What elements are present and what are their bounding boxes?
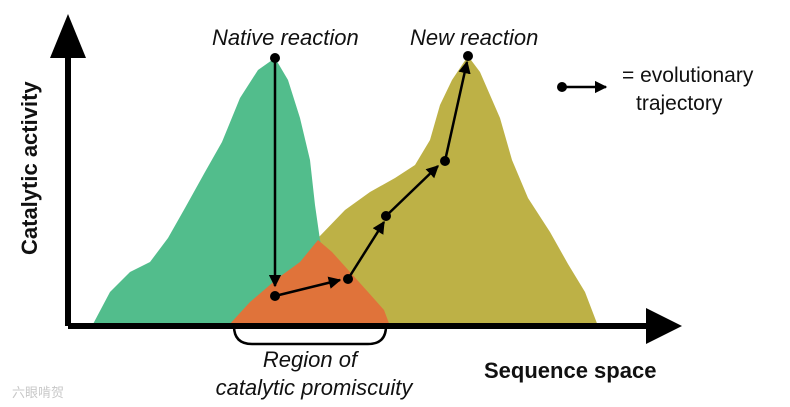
y-axis-arrowhead: [50, 14, 86, 58]
trajectory-point-3: [381, 211, 391, 221]
evolutionary-trajectory: [274, 60, 471, 298]
legend: = evolutionary trajectory: [557, 64, 754, 115]
native-reaction-label: Native reaction: [212, 25, 359, 50]
watermark: 六眼啃贺: [12, 385, 64, 401]
trajectory-point-1: [270, 291, 280, 301]
trajectory-point-2: [343, 274, 353, 284]
x-axis-arrowhead: [646, 308, 682, 344]
legend-label-line1: = evolutionary: [622, 64, 754, 87]
x-axis-label: Sequence space: [484, 358, 656, 383]
trajectory-point-4: [440, 156, 450, 166]
y-axis-label: Catalytic activity: [17, 81, 42, 255]
native-peak-point: [270, 53, 280, 63]
region-bracket: [232, 325, 388, 346]
new-peak-point: [463, 51, 473, 61]
native-reaction-peak: [92, 58, 350, 326]
trajectory-step-1: [274, 276, 342, 298]
new-reaction-label: New reaction: [410, 25, 538, 50]
legend-label-line2: trajectory: [636, 92, 723, 115]
trajectory-step-3: [385, 165, 439, 217]
promiscuity-region: [228, 240, 390, 326]
region-label-line1: Region of: [263, 347, 360, 372]
trajectory-step-2: [346, 220, 386, 280]
region-label-line2: catalytic promiscuity: [216, 375, 415, 400]
trajectory-step-4: [443, 60, 471, 162]
